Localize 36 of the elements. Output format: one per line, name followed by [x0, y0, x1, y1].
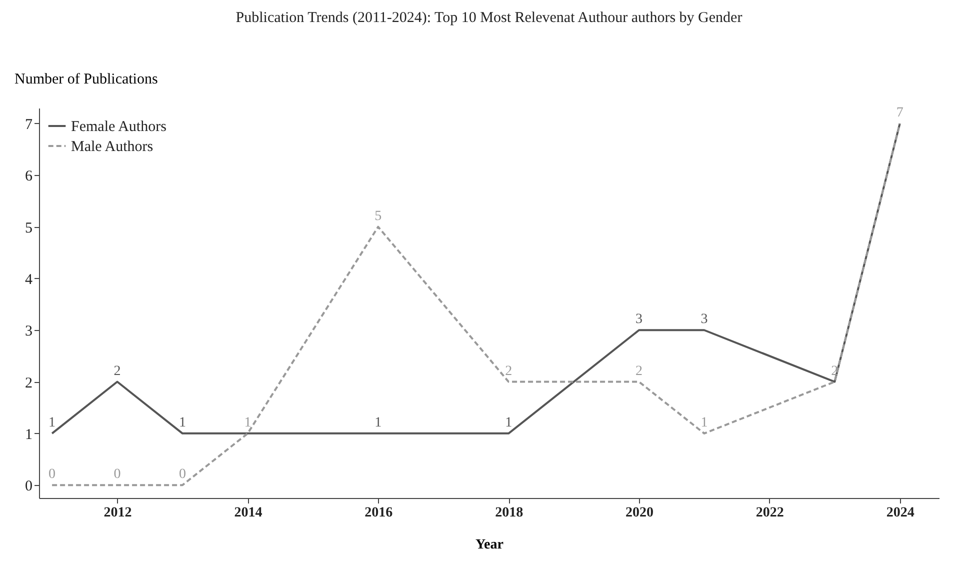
- x-tick-label: 2018: [495, 506, 524, 520]
- data-label: 3: [636, 312, 642, 328]
- y-tick-label: 3: [25, 324, 32, 340]
- y-tick-label: 5: [25, 220, 32, 236]
- x-tick-label: 2014: [234, 506, 262, 520]
- y-tick-label: 0: [25, 478, 32, 495]
- y-tick-label: 4: [25, 272, 33, 288]
- x-tick-label: 2024: [886, 506, 914, 520]
- data-label: 2: [505, 364, 512, 379]
- legend-label: Male Authors: [71, 139, 154, 155]
- data-label: 1: [178, 415, 186, 430]
- x-tick-label: 2020: [626, 506, 654, 520]
- x-axis-title: Year: [476, 538, 504, 552]
- data-label: 3: [700, 312, 708, 328]
- data-label: 2: [636, 364, 642, 379]
- chart-title: Publication Trends (2011-2024): Top 10 Most Relevenat Authour authors by Gender: [236, 10, 742, 26]
- data-label: 0: [178, 467, 186, 482]
- legend-label: Female Authors: [71, 119, 167, 135]
- data-label: 0: [48, 467, 56, 482]
- x-tick-label: 2012: [104, 506, 132, 520]
- data-label: 1: [244, 415, 252, 430]
- x-tick-label: 2016: [364, 506, 393, 520]
- data-label: 1: [700, 415, 708, 430]
- data-label: 5: [374, 208, 382, 224]
- data-label: 1: [505, 415, 512, 430]
- y-tick-label: 7: [25, 116, 33, 133]
- data-label: 1: [48, 415, 56, 430]
- x-tick-label: 2022: [756, 506, 784, 520]
- data-label: 2: [114, 364, 121, 379]
- data-label: 0: [114, 467, 121, 482]
- y-tick-label: 6: [25, 168, 33, 185]
- data-label: 1: [374, 415, 382, 430]
- data-label: 7: [896, 105, 904, 120]
- y-tick-label: 1: [25, 426, 32, 443]
- y-axis-title: Number of Publications: [14, 72, 158, 88]
- y-tick-label: 2: [25, 375, 32, 392]
